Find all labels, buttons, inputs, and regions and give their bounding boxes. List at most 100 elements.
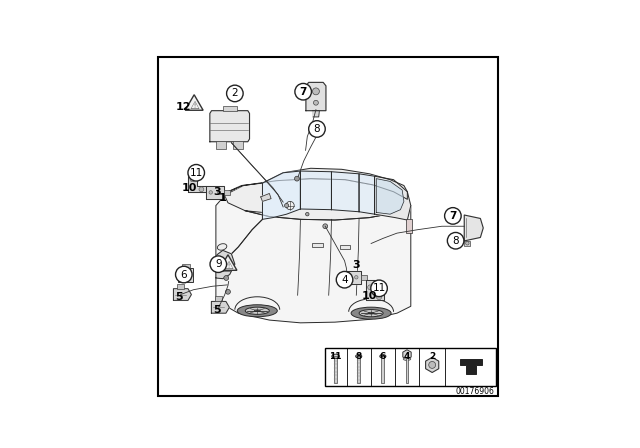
Bar [177, 284, 184, 289]
Text: 11: 11 [330, 352, 342, 361]
Circle shape [376, 295, 381, 300]
Bar [361, 275, 367, 280]
Polygon shape [211, 302, 229, 313]
Circle shape [285, 203, 289, 207]
Bar [216, 141, 226, 149]
Text: 7: 7 [449, 211, 456, 221]
Text: 12: 12 [176, 102, 191, 112]
Text: 10: 10 [181, 183, 196, 193]
Circle shape [429, 362, 436, 368]
Ellipse shape [359, 310, 383, 317]
Circle shape [190, 177, 195, 182]
Bar [334, 356, 337, 383]
Ellipse shape [237, 305, 277, 317]
Polygon shape [216, 183, 262, 278]
Circle shape [224, 276, 228, 280]
Circle shape [217, 191, 221, 194]
Text: 10: 10 [362, 291, 377, 301]
Polygon shape [210, 111, 250, 142]
Polygon shape [312, 111, 319, 117]
Text: 4: 4 [341, 275, 348, 285]
Circle shape [183, 272, 189, 278]
Text: 6: 6 [380, 352, 386, 361]
Circle shape [312, 88, 319, 95]
Circle shape [323, 224, 328, 228]
Circle shape [295, 83, 312, 100]
Circle shape [210, 256, 227, 272]
Bar [406, 220, 412, 233]
Circle shape [336, 271, 353, 288]
Text: 11: 11 [372, 283, 386, 293]
Polygon shape [366, 280, 384, 301]
Bar [340, 245, 351, 249]
Polygon shape [300, 171, 332, 210]
Circle shape [294, 176, 300, 181]
Text: 5: 5 [175, 292, 183, 302]
Bar [215, 296, 222, 302]
Text: 00176906: 00176906 [456, 387, 494, 396]
Ellipse shape [356, 354, 362, 358]
Circle shape [225, 289, 230, 294]
Polygon shape [219, 255, 237, 270]
Bar [312, 243, 323, 247]
Polygon shape [306, 82, 326, 111]
Polygon shape [374, 176, 411, 220]
Polygon shape [206, 186, 224, 199]
Text: 8: 8 [452, 236, 459, 246]
Text: 7: 7 [300, 87, 307, 97]
Ellipse shape [351, 307, 391, 319]
Ellipse shape [218, 244, 227, 250]
Text: 3: 3 [213, 187, 221, 197]
Text: 4: 4 [404, 352, 410, 361]
Circle shape [286, 202, 294, 210]
Circle shape [305, 212, 309, 216]
Circle shape [188, 164, 205, 181]
Polygon shape [464, 215, 483, 241]
Text: 11: 11 [189, 168, 203, 178]
Text: 1: 1 [218, 193, 226, 203]
Polygon shape [216, 206, 411, 323]
Circle shape [355, 276, 358, 279]
Polygon shape [185, 95, 203, 110]
Bar [381, 356, 384, 383]
Circle shape [371, 280, 387, 297]
Text: 2: 2 [429, 352, 435, 361]
Text: 8: 8 [314, 124, 320, 134]
Bar [182, 264, 190, 268]
Ellipse shape [368, 312, 374, 314]
Text: 5: 5 [213, 305, 221, 315]
Circle shape [308, 121, 325, 137]
Ellipse shape [254, 310, 260, 312]
Ellipse shape [380, 354, 386, 358]
Circle shape [445, 207, 461, 224]
Circle shape [209, 191, 212, 194]
Bar [357, 356, 360, 383]
Polygon shape [228, 168, 407, 199]
Text: 3: 3 [353, 260, 360, 270]
Bar [464, 241, 470, 246]
Circle shape [199, 187, 204, 192]
Circle shape [367, 285, 372, 290]
Text: ⚠: ⚠ [223, 261, 233, 271]
Polygon shape [260, 194, 271, 202]
Bar [324, 348, 497, 386]
Polygon shape [216, 250, 235, 279]
Text: 9: 9 [215, 259, 221, 269]
Bar [406, 358, 408, 383]
Ellipse shape [403, 358, 411, 361]
Text: 8: 8 [356, 352, 362, 361]
Bar [179, 268, 193, 282]
Polygon shape [359, 174, 374, 214]
Circle shape [346, 276, 349, 279]
Text: ⚠: ⚠ [189, 100, 199, 111]
Circle shape [227, 85, 243, 102]
Bar [224, 190, 230, 195]
Polygon shape [225, 179, 411, 220]
Polygon shape [173, 289, 191, 301]
Text: 6: 6 [180, 270, 187, 280]
Text: 2: 2 [232, 88, 238, 99]
Circle shape [466, 241, 469, 245]
Polygon shape [460, 359, 482, 374]
Ellipse shape [332, 354, 339, 358]
Ellipse shape [245, 307, 269, 314]
